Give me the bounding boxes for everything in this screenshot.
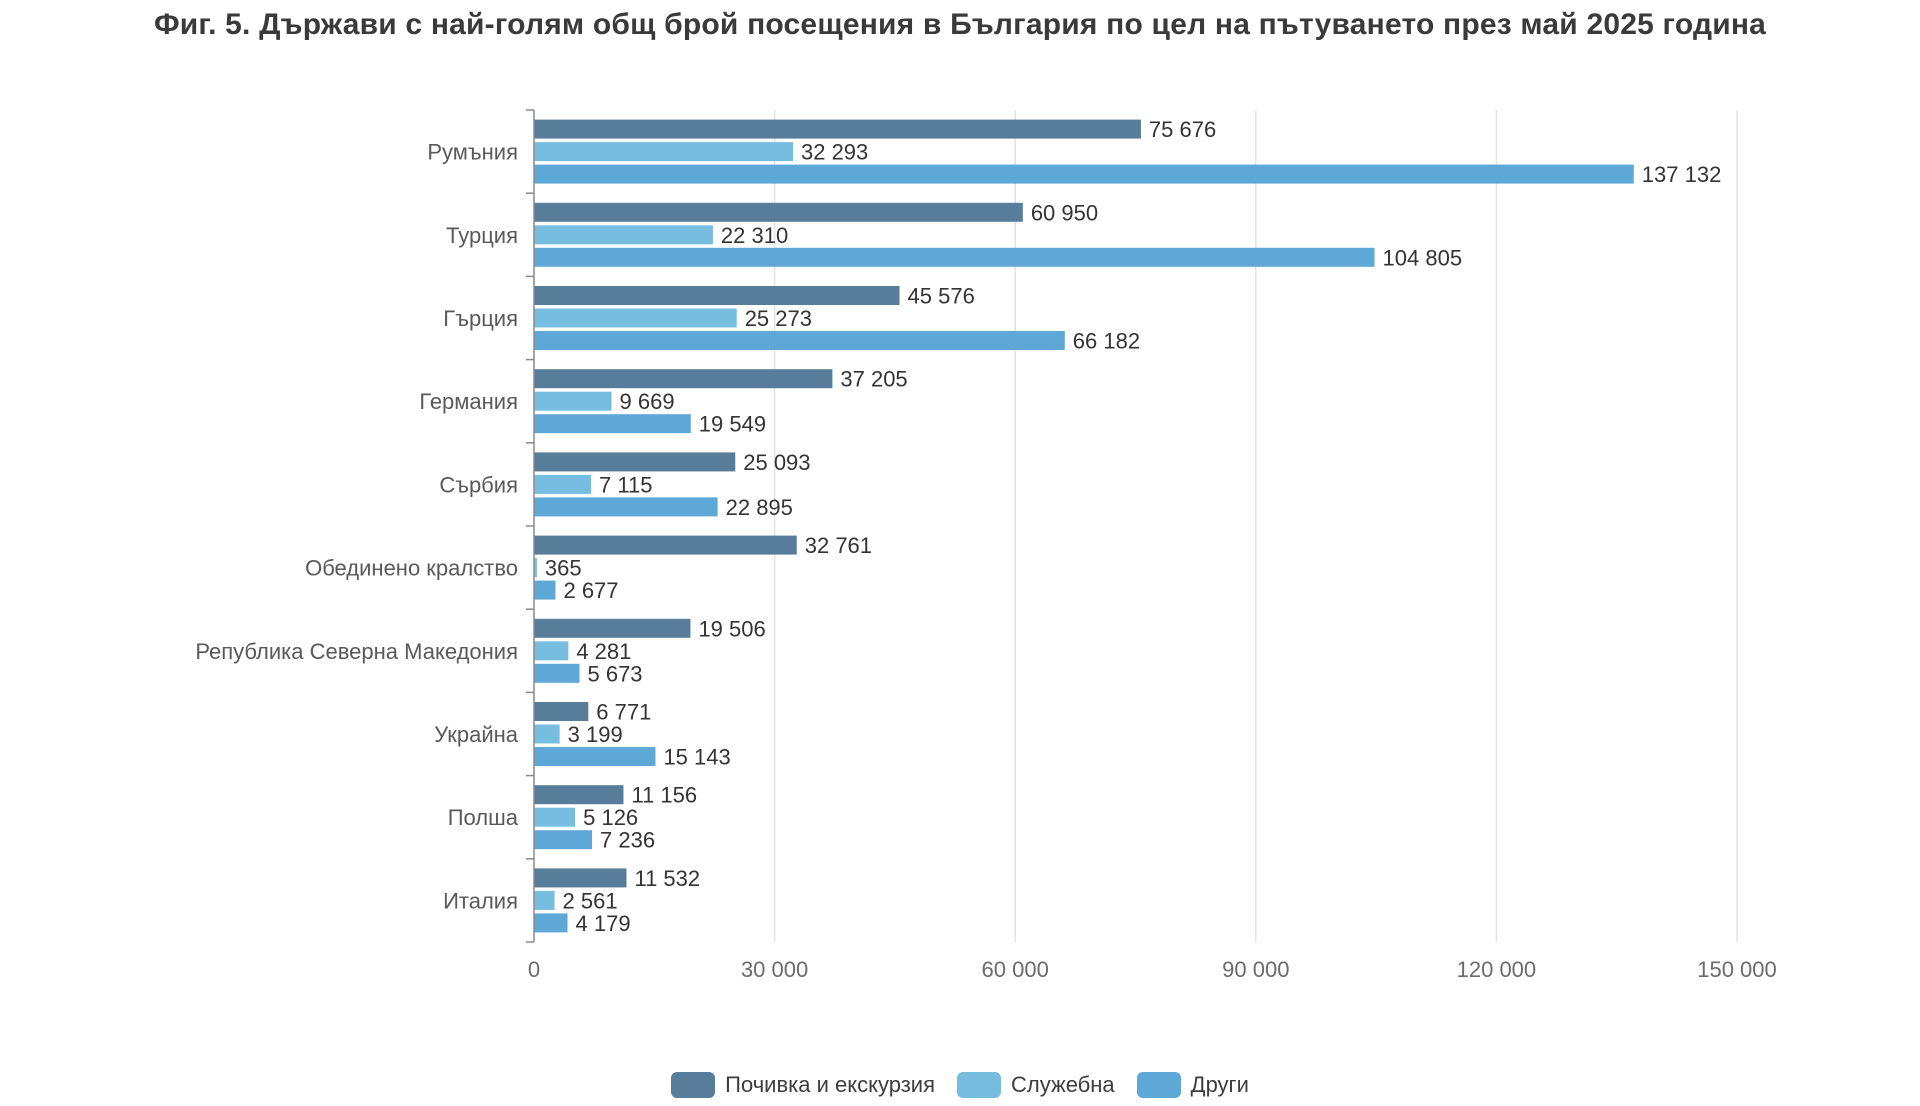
bar[interactable] [534,663,580,683]
bar[interactable] [534,247,1375,267]
data-label: 7 236 [600,828,655,853]
data-label: 60 950 [1031,200,1098,225]
category-label: Гърция [443,306,518,331]
chart-title: Фиг. 5. Държави с най-голям общ брой пос… [153,8,1767,41]
bar[interactable] [534,286,900,305]
data-label: 25 273 [745,306,812,331]
labels: 0 30 000 60 000 90 000 120 000 150 000 Румъния… [195,117,1776,982]
data-label: 9 669 [620,389,675,414]
bar[interactable] [534,868,627,888]
grid-lines [773,110,1738,942]
legend-label-leisure: Почивка и екскурзия [725,1072,935,1097]
category-label: Обединено кралство [305,556,518,581]
x-tick-label: 120 000 [1457,957,1537,982]
data-label: 11 532 [634,866,700,891]
bar[interactable] [534,497,718,517]
bar[interactable] [534,785,624,805]
data-label: 66 182 [1073,329,1140,354]
data-label: 75 676 [1149,117,1216,142]
bar[interactable] [534,830,593,850]
bar[interactable] [534,535,797,555]
legend-label-other: Други [1190,1072,1249,1097]
bar[interactable] [534,331,1065,350]
data-label: 5 673 [587,661,642,686]
data-label: 4 179 [576,911,631,936]
data-label: 32 761 [805,533,872,558]
data-label: 5 126 [583,805,638,830]
category-label: Турция [446,223,518,248]
data-label: 22 310 [721,223,788,248]
data-label: 15 143 [663,745,730,770]
data-label: 45 576 [908,284,975,309]
data-label: 4 281 [576,639,631,664]
legend-item-leisure[interactable]: Почивка и екскурзия [671,1072,935,1098]
bars [534,119,1634,933]
data-label: 19 549 [699,412,766,437]
bar[interactable] [534,747,656,766]
x-tick-label: 60 000 [982,957,1049,982]
x-tick-label: 30 000 [741,957,808,982]
bar[interactable] [534,890,555,910]
category-label: Германия [419,389,518,414]
legend-item-business[interactable]: Служебна [957,1072,1115,1098]
bar[interactable] [534,913,568,933]
bar[interactable] [534,474,592,494]
x-tick-label: 90 000 [1222,957,1289,982]
axes [526,109,535,943]
legend-label-business: Служебна [1011,1072,1115,1097]
data-label: 137 132 [1642,162,1722,187]
bar[interactable] [534,724,560,744]
bar[interactable] [534,225,713,245]
data-label: 6 771 [596,700,651,725]
bar[interactable] [534,558,537,578]
category-label: Сърбия [439,472,518,497]
data-label: 19 506 [698,616,765,641]
bar[interactable] [534,807,576,827]
legend: Почивка и екскурзия Служебна Други [0,1072,1920,1098]
data-label: 2 677 [563,578,618,603]
x-tick-label: 150 000 [1697,957,1777,982]
data-label: 37 205 [840,367,907,392]
category-label: Румъния [427,140,518,165]
data-label: 365 [545,556,582,581]
data-label: 32 293 [801,140,868,165]
data-label: 22 895 [726,495,793,520]
x-tick-label: 0 [528,957,540,982]
data-label: 7 115 [599,472,652,497]
bar[interactable] [534,618,691,638]
data-label: 2 561 [563,888,618,913]
chart-plot: 0 30 000 60 000 90 000 120 000 150 000 Румъния… [195,109,1777,982]
bar[interactable] [534,164,1634,184]
bar[interactable] [534,452,736,472]
category-label: Република Северна Македония [195,639,518,664]
bar[interactable] [534,142,793,162]
bar[interactable] [534,369,833,389]
bar[interactable] [534,414,691,434]
bar[interactable] [534,202,1023,222]
bar[interactable] [534,308,737,328]
bar[interactable] [534,702,589,721]
legend-swatch-business [957,1072,1001,1098]
category-label: Полша [448,805,519,830]
data-label: 104 805 [1383,245,1463,270]
bar[interactable] [534,641,569,661]
data-label: 25 093 [743,450,810,475]
legend-swatch-other [1136,1072,1181,1098]
bar[interactable] [534,580,556,600]
bar[interactable] [534,119,1141,139]
legend-item-other[interactable]: Други [1136,1072,1249,1098]
bar[interactable] [534,391,612,411]
category-label: Украйна [434,722,519,747]
legend-swatch-leisure [671,1072,716,1098]
data-label: 11 156 [631,783,697,808]
data-label: 3 199 [568,722,623,747]
category-label: Италия [443,888,518,913]
